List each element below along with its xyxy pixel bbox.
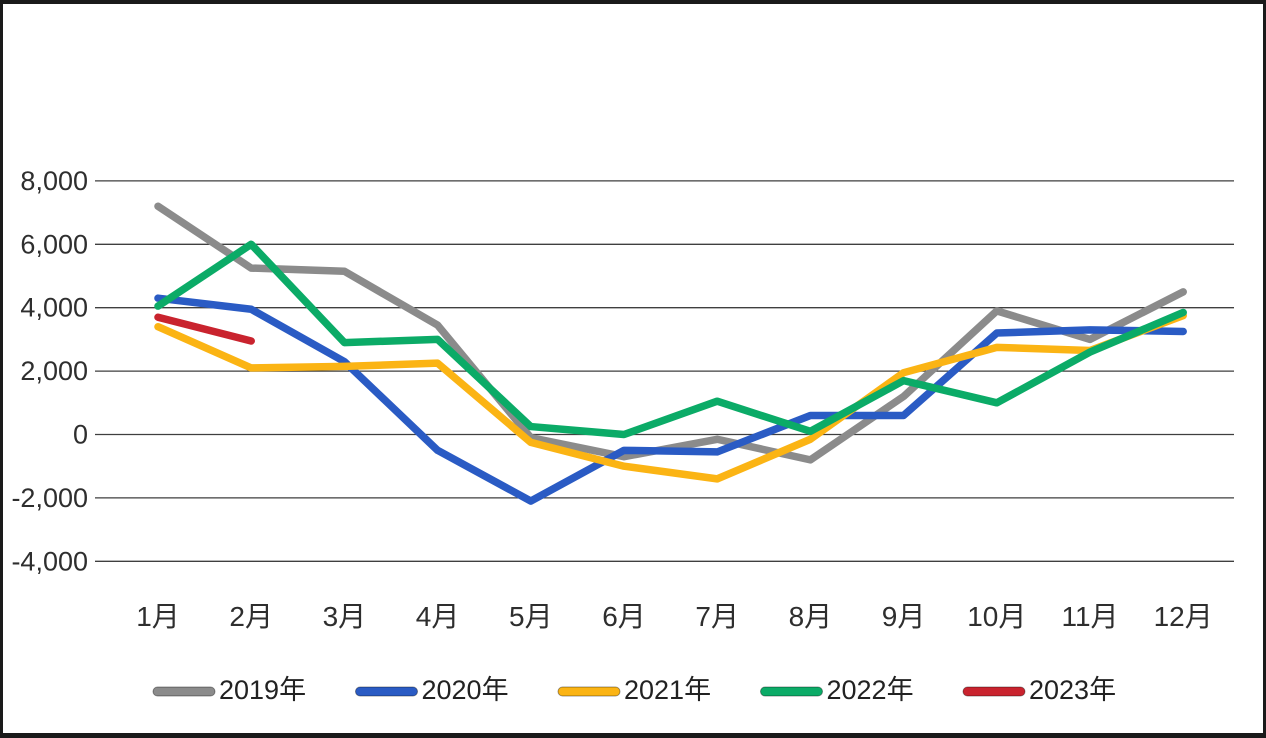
series-lines <box>154 202 1187 505</box>
y-tick-label: -2,000 <box>11 483 88 513</box>
x-tick-label: 5月 <box>509 601 553 632</box>
x-axis-labels: 1月 2月 3月 4月 5月 6月 7月 8月 9月 10月 11月 12月 <box>136 601 1213 632</box>
x-tick-label: 12月 <box>1154 601 1213 632</box>
x-tick-label: 9月 <box>882 601 926 632</box>
legend-swatch <box>557 686 621 697</box>
frame-border-right <box>1263 0 1266 738</box>
legend-swatch <box>962 686 1026 697</box>
y-tick-label: 2,000 <box>20 356 88 386</box>
legend-label: 2022年 <box>827 675 914 705</box>
x-tick-label: 6月 <box>602 601 646 632</box>
legend-item: 2020年 <box>355 675 509 705</box>
legend: 2019年 2020年 2021年 2022年 2023年 <box>152 675 1116 705</box>
legend-swatch <box>355 686 418 697</box>
legend-swatch <box>152 686 216 697</box>
legend-item: 2022年 <box>760 675 914 705</box>
legend-item: 2021年 <box>557 675 711 705</box>
x-tick-label: 7月 <box>695 601 739 632</box>
x-tick-label: 11月 <box>1061 601 1118 632</box>
frame-border-top <box>0 0 1266 4</box>
series-line-2022 <box>154 240 1187 439</box>
legend-item: 2019年 <box>152 675 306 705</box>
x-tick-label: 8月 <box>789 601 833 632</box>
series-line-2020 <box>154 294 1187 505</box>
legend-swatch <box>760 686 823 697</box>
x-tick-label: 1月 <box>136 601 180 632</box>
legend-label: 2021年 <box>624 675 711 705</box>
series-line-2021 <box>154 311 1187 483</box>
x-tick-label: 10月 <box>967 601 1026 632</box>
y-axis-labels: 8,000 6,000 4,000 2,000 0 -2,000 -4,000 <box>11 166 88 576</box>
legend-label: 2019年 <box>219 675 306 705</box>
legend-label: 2023年 <box>1029 675 1116 705</box>
x-tick-label: 3月 <box>323 601 367 632</box>
y-tick-label: -4,000 <box>11 546 88 576</box>
frame-border-left <box>0 0 3 738</box>
y-tick-label: 0 <box>73 420 88 450</box>
y-tick-label: 6,000 <box>20 229 88 259</box>
series-line-2023 <box>154 313 255 345</box>
y-tick-label: 4,000 <box>20 293 88 323</box>
frame-border-bottom <box>0 733 1266 738</box>
legend-item: 2023年 <box>962 675 1116 705</box>
y-tick-label: 8,000 <box>20 166 88 196</box>
legend-label: 2020年 <box>422 675 509 705</box>
x-tick-label: 2月 <box>229 601 273 632</box>
x-tick-label: 4月 <box>416 601 460 632</box>
